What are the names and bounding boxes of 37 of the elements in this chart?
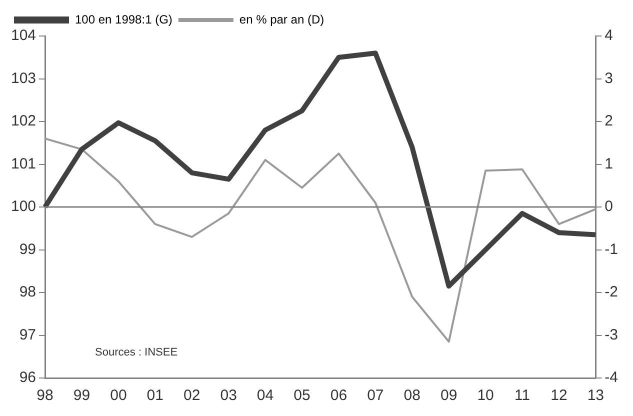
y2-tick-label: -2: [604, 284, 618, 301]
x-tick-label: 07: [367, 387, 384, 404]
x-tick-label: 13: [587, 387, 604, 404]
x-tick-label: 05: [294, 387, 310, 404]
y-tick-label: 102: [10, 112, 36, 130]
x-tick-label: 02: [184, 387, 200, 404]
x-tick-label: 99: [73, 387, 90, 404]
x-tick-label: 09: [440, 387, 458, 404]
legend-label: 100 en 1998:1 (G): [75, 12, 172, 26]
x-tick-label: 10: [477, 387, 494, 404]
x-tick-label: 08: [404, 387, 420, 404]
y-tick-label: 104: [10, 27, 36, 44]
y-tick-label: 99: [19, 240, 36, 258]
y2-tick-label: 2: [604, 112, 614, 130]
y2-tick-label: 0: [604, 198, 614, 216]
x-tick-label: 12: [550, 387, 568, 404]
x-tick-label: 11: [514, 387, 530, 404]
y-tick-label: 100: [10, 198, 36, 216]
x-tick-label: 98: [36, 387, 54, 404]
y-tick-label: 96: [19, 369, 36, 386]
x-tick-label: 01: [146, 387, 164, 404]
annotation: Sources : INSEE: [95, 346, 178, 359]
y-tick-label: 101: [10, 155, 36, 172]
y-tick-label: 97: [19, 326, 36, 344]
y2-tick-label: 3: [604, 70, 614, 87]
x-tick-label: 03: [220, 387, 237, 404]
y-tick-label: 98: [19, 284, 36, 301]
y2-tick-label: -3: [604, 326, 618, 344]
y2-tick-label: 1: [604, 155, 614, 172]
y2-tick-label: -1: [604, 240, 618, 258]
x-tick-label: 04: [256, 387, 274, 404]
x-tick-label: 06: [330, 387, 348, 404]
legend-label: en % par an (D): [239, 12, 324, 26]
y2-tick-label: -4: [604, 369, 618, 386]
y-tick-label: 103: [10, 70, 36, 87]
y2-tick-label: 4: [604, 27, 614, 44]
x-tick-label: 00: [110, 387, 127, 404]
